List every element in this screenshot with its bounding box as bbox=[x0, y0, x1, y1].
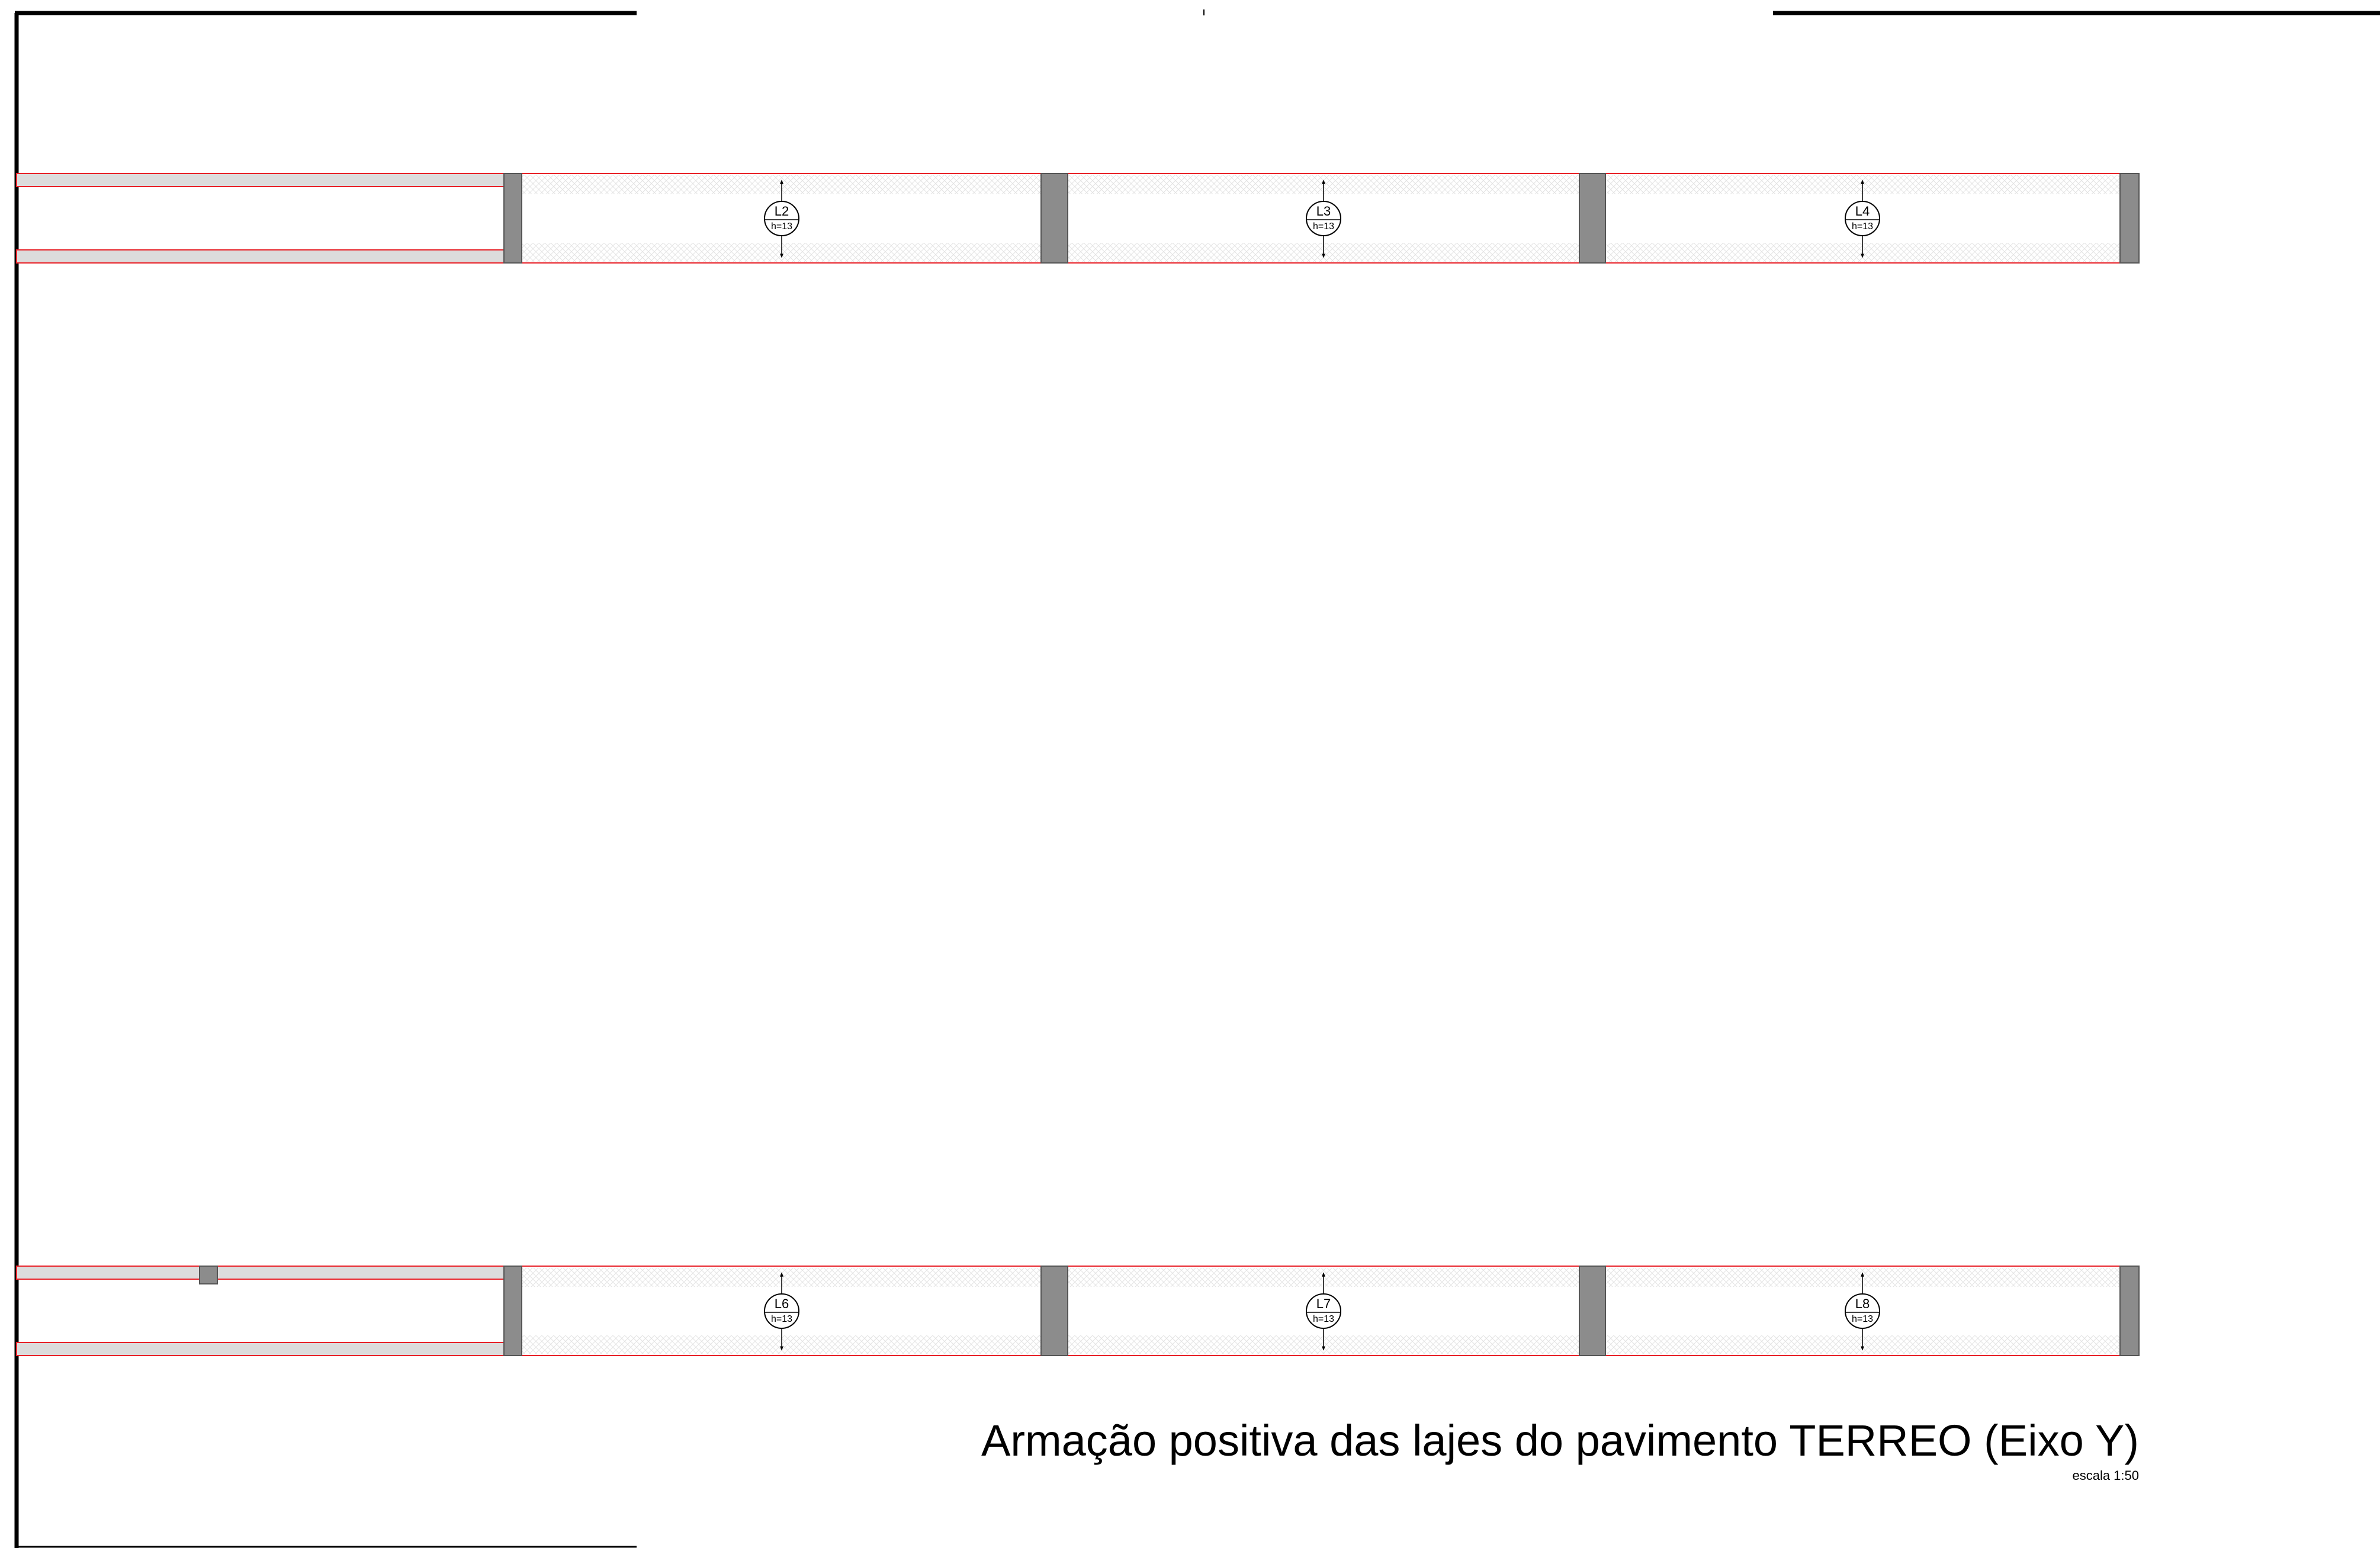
slab-height: h=13 bbox=[771, 221, 792, 232]
slab-id: L2 bbox=[775, 204, 789, 219]
slab-tag: L8 h=13 bbox=[1845, 1272, 1880, 1351]
slab-tag-circle bbox=[1306, 1293, 1341, 1329]
bottom-strip: L6 h=13 L7 h=13 L8 h=13 bbox=[16, 1266, 2140, 1356]
wall-band-upper bbox=[16, 1266, 505, 1280]
slab-height: h=13 bbox=[1313, 221, 1334, 232]
slab-tag: L3 h=13 bbox=[1306, 179, 1341, 258]
wall-band-lower bbox=[16, 249, 505, 264]
slab-id: L4 bbox=[1855, 204, 1870, 219]
column bbox=[1040, 173, 1068, 264]
slab-tag-circle bbox=[1845, 1293, 1880, 1329]
slab-tag-circle bbox=[764, 201, 799, 236]
slab-tag: L2 h=13 bbox=[764, 179, 799, 258]
wall-band-lower bbox=[16, 1342, 505, 1356]
slab-tag: L6 h=13 bbox=[764, 1272, 799, 1351]
small-pillar bbox=[199, 1266, 218, 1284]
slab-height: h=13 bbox=[1852, 221, 1873, 232]
slab-id: L7 bbox=[1316, 1296, 1331, 1311]
sheet-frame bbox=[14, 9, 2380, 1548]
column bbox=[1579, 173, 1606, 264]
column bbox=[503, 1266, 522, 1356]
column bbox=[503, 173, 522, 264]
column bbox=[1040, 1266, 1068, 1356]
column bbox=[1579, 1266, 1606, 1356]
slab-tag: L4 h=13 bbox=[1845, 179, 1880, 258]
slab-height: h=13 bbox=[771, 1314, 792, 1324]
column bbox=[2119, 1266, 2140, 1356]
slab-id: L8 bbox=[1855, 1296, 1870, 1311]
column bbox=[2119, 173, 2140, 264]
drawing-title: Armação positiva das lajes do pavimento … bbox=[981, 1416, 2139, 1465]
slab-tag-circle bbox=[1845, 201, 1880, 236]
slab-tag: L7 h=13 bbox=[1306, 1272, 1341, 1351]
slab-tag-circle bbox=[1306, 201, 1341, 236]
slab-id: L3 bbox=[1316, 204, 1331, 219]
slab-tag-circle bbox=[764, 1293, 799, 1329]
top-strip: L2 h=13 L3 h=13 L4 h=13 bbox=[16, 173, 2140, 264]
slab-height: h=13 bbox=[1852, 1314, 1873, 1324]
drawing-scale: escala 1:50 bbox=[2072, 1468, 2139, 1483]
wall-band-upper bbox=[16, 173, 505, 187]
slab-id: L6 bbox=[775, 1296, 789, 1311]
slab-height: h=13 bbox=[1313, 1314, 1334, 1324]
